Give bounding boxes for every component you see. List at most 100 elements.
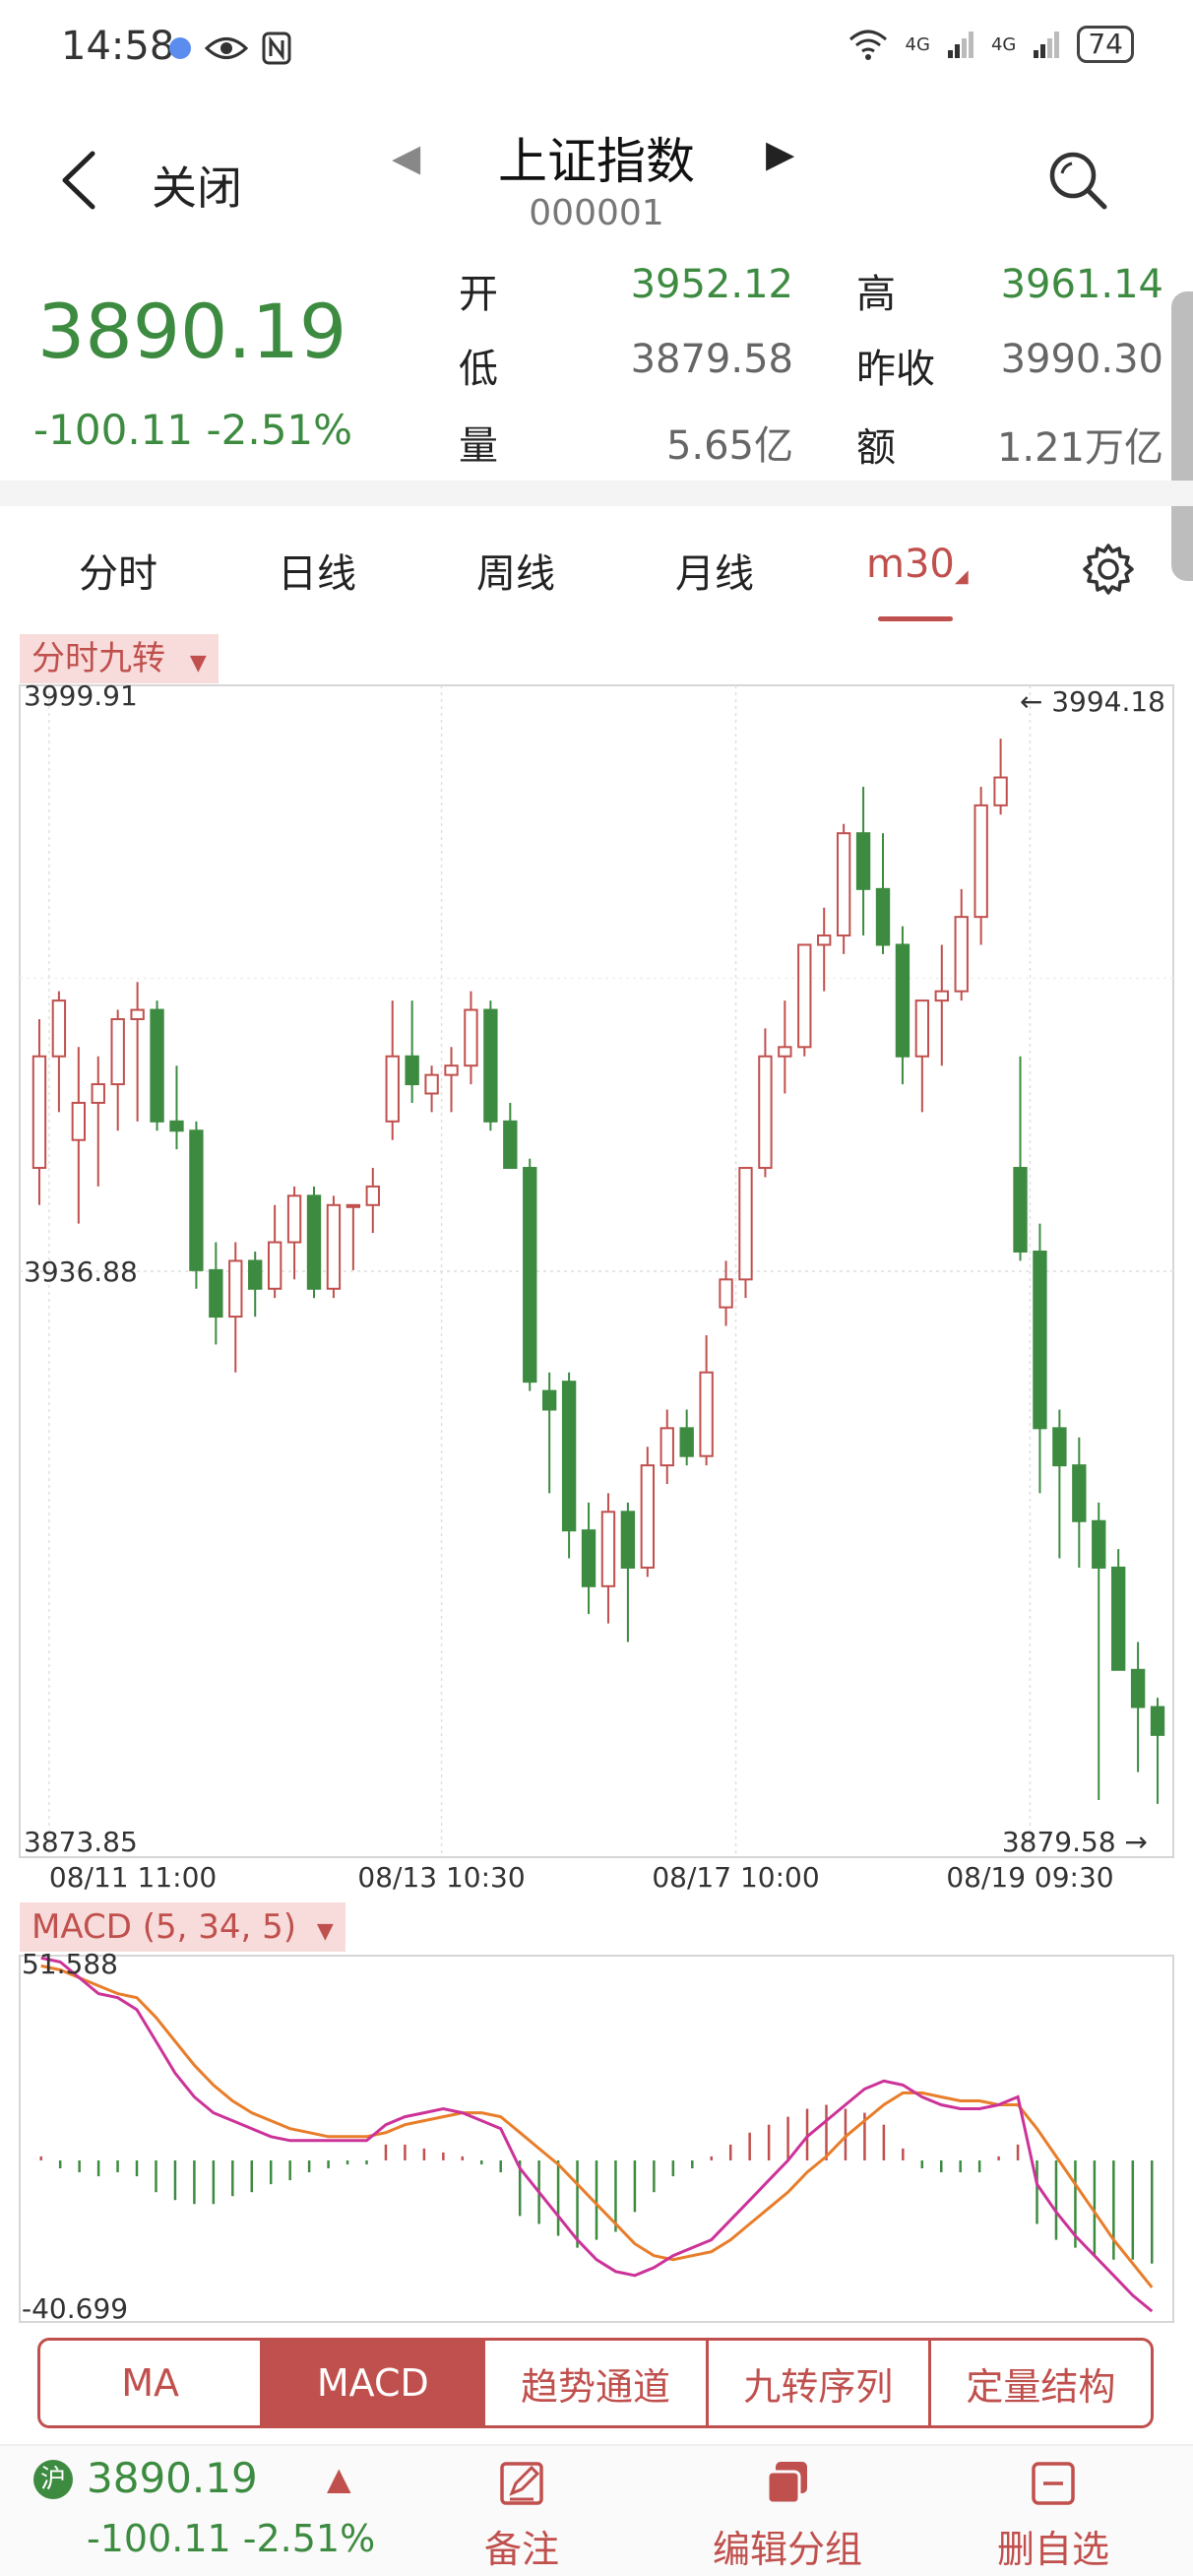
close-button[interactable]: 关闭 (152, 161, 242, 215)
candle-body (306, 1194, 322, 1290)
candle-body (1150, 1706, 1165, 1736)
candle-body (914, 999, 930, 1058)
candle-body (640, 1464, 656, 1569)
high-label: 高 (856, 272, 896, 317)
candle-body (620, 1511, 636, 1569)
candle-body (679, 1427, 694, 1457)
tab-m30[interactable]: m30◢ (866, 542, 969, 587)
chevron-down-icon: ▼ (189, 651, 207, 676)
edit-group-button[interactable]: 编辑分组 (689, 2458, 886, 2573)
remove-watchlist-button[interactable]: 删自选 (955, 2458, 1152, 2573)
wifi-icon (848, 30, 887, 60)
gear-icon[interactable] (1079, 540, 1138, 599)
change-value: -100.11 (33, 406, 194, 454)
candle-body (189, 1129, 204, 1271)
bottom-bar: 沪 3890.19 ▲ -100.11 -2.51% 备注 编辑分组 删自选 (0, 2444, 1193, 2576)
open-label: 开 (459, 272, 498, 317)
candle-body (855, 832, 871, 890)
indicator-tab-trend-channel[interactable]: 趋势通道 (485, 2341, 709, 2425)
macd-dif-line (40, 1956, 1154, 2313)
volume-value: 5.65亿 (665, 423, 793, 469)
candle-body (778, 1046, 792, 1058)
volume-label: 量 (459, 423, 498, 469)
quote-panel: 3890.19 -100.11 -2.51% 开 3952.12 高 3961.… (0, 258, 1193, 483)
status-bar: 14:58 4G 4G 74 (0, 0, 1193, 98)
dropdown-corner-icon: ◢ (954, 566, 969, 587)
tab-intraday[interactable]: 分时 (79, 551, 157, 597)
active-tab-indicator (878, 616, 953, 621)
candle-body (267, 1241, 283, 1290)
candle-body (895, 943, 910, 1058)
x-axis-tick-label: 08/19 09:30 (946, 1861, 1113, 1894)
candle-body (424, 1073, 439, 1095)
low-value: 3879.58 (630, 337, 793, 382)
price-change: -100.11 -2.51% (33, 406, 352, 454)
candle-body (993, 776, 1008, 806)
indicator-tab-nine-turn[interactable]: 九转序列 (709, 2341, 931, 2425)
main-indicator-label: 分时九转 (31, 639, 165, 678)
candle-body (1092, 1519, 1106, 1569)
status-left-icons (169, 32, 291, 65)
candle-body (1013, 1167, 1028, 1253)
candle-body (817, 934, 832, 946)
candle-body (345, 1203, 361, 1208)
candle-body (248, 1259, 263, 1290)
nfc-icon (262, 32, 291, 65)
high-value: 3961.14 (1000, 262, 1163, 307)
side-drawer-handle[interactable] (1171, 291, 1193, 581)
candle-body (934, 990, 949, 1002)
candle-body (385, 1055, 400, 1123)
sub-indicator-selector[interactable]: MACD (5, 34, 5) ▼ (20, 1902, 345, 1952)
group-edit-icon (766, 2462, 807, 2505)
signal-4g-label-2: 4G (990, 33, 1017, 55)
y-axis-max-label: 3999.91 (24, 679, 138, 712)
last-price: 3890.19 (37, 288, 347, 375)
bottom-price: 3890.19 (87, 2454, 258, 2502)
candle-body (523, 1167, 537, 1384)
prev-close-value: 3990.30 (1000, 337, 1163, 382)
candle-body (71, 1101, 87, 1141)
candle-body (130, 1008, 145, 1020)
tab-weekly[interactable]: 周线 (476, 551, 555, 597)
prev-index-icon[interactable]: ◀ (392, 136, 421, 179)
candle-body (326, 1203, 342, 1290)
indicator-tab-quant-structure[interactable]: 定量结构 (966, 2364, 1116, 2409)
candle-body (973, 804, 988, 919)
candle-body (503, 1120, 518, 1170)
candle-body (1110, 1566, 1126, 1671)
amount-value: 1.21万亿 (996, 425, 1163, 471)
status-time: 14:58 (61, 24, 175, 69)
note-button[interactable]: 备注 (423, 2458, 620, 2573)
macd-y-min-label: -40.699 (22, 2292, 128, 2324)
remove-watchlist-icon (1032, 2462, 1075, 2505)
candle-body (444, 1064, 459, 1076)
macd-chart-frame (19, 1955, 1174, 2323)
candle-body (836, 832, 851, 937)
search-icon[interactable] (1045, 148, 1110, 213)
tab-daily[interactable]: 日线 (278, 551, 356, 597)
macd-dea-line (40, 1964, 1154, 2288)
section-divider (0, 481, 1193, 506)
macd-y-max-label: 51.588 (22, 1948, 118, 1980)
candle-body (541, 1389, 557, 1411)
candle-body (797, 943, 812, 1049)
indicator-tab-ma[interactable]: MA (40, 2341, 264, 2425)
nav-bar: 关闭 ◀ 上证指数 000001 ▶ (0, 118, 1193, 256)
back-arrow-icon[interactable] (51, 146, 110, 215)
candle-body (659, 1427, 674, 1467)
indicator-tab-macd[interactable]: MACD (263, 2341, 486, 2425)
status-right-icons: 4G 4G 74 (847, 26, 1134, 63)
note-edit-icon (500, 2462, 543, 2505)
tab-monthly[interactable]: 月线 (675, 551, 754, 597)
candle-body (954, 916, 969, 993)
candle-body (228, 1259, 243, 1319)
expand-up-icon[interactable]: ▲ (327, 2460, 351, 2497)
battery-indicator: 74 (1077, 26, 1134, 63)
bottom-change: -100.11 -2.51% (87, 2517, 376, 2560)
market-badge: 沪 (33, 2460, 73, 2499)
indicator-tabs: MA MACD 趋势通道 九转序列 定量结构 (37, 2338, 1154, 2428)
y-axis-mid-label: 3936.88 (24, 1256, 138, 1288)
next-index-icon[interactable]: ▶ (766, 132, 795, 175)
main-indicator-selector[interactable]: 分时九转 ▼ (20, 634, 219, 683)
